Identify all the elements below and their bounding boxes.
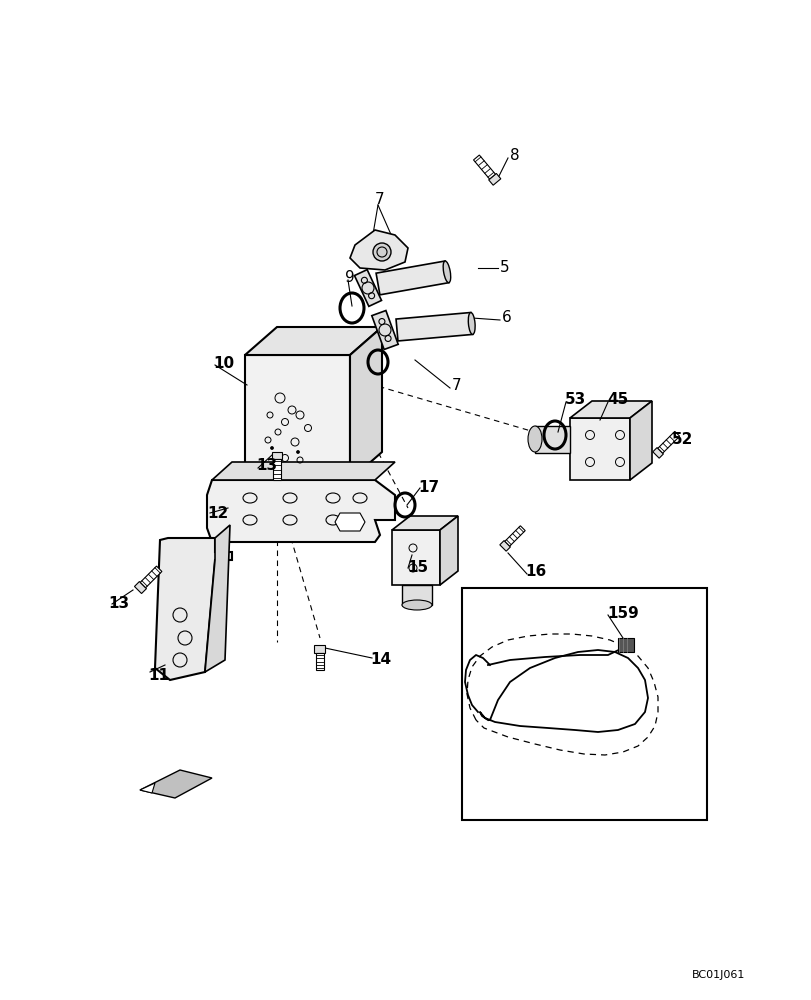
Text: 6: 6	[501, 310, 511, 326]
Text: 8: 8	[509, 148, 519, 163]
Text: 159: 159	[607, 605, 638, 620]
Text: 7: 7	[452, 377, 461, 392]
Polygon shape	[212, 462, 394, 480]
Text: 17: 17	[418, 480, 439, 494]
Text: 53: 53	[564, 392, 586, 408]
Polygon shape	[140, 566, 161, 588]
Polygon shape	[371, 311, 397, 349]
Text: 11: 11	[148, 668, 169, 682]
Polygon shape	[207, 480, 394, 542]
Polygon shape	[401, 585, 431, 605]
Ellipse shape	[270, 446, 273, 450]
Polygon shape	[245, 355, 350, 480]
Text: 15: 15	[406, 560, 427, 574]
Ellipse shape	[401, 600, 431, 610]
Polygon shape	[354, 270, 381, 306]
Text: 13: 13	[108, 595, 129, 610]
Polygon shape	[350, 327, 381, 480]
Text: 52: 52	[672, 432, 693, 448]
Text: 5: 5	[500, 260, 509, 275]
Polygon shape	[534, 426, 569, 453]
Ellipse shape	[527, 426, 541, 452]
Text: 45: 45	[607, 392, 628, 408]
Polygon shape	[652, 448, 663, 458]
Text: 9: 9	[345, 270, 354, 286]
Polygon shape	[473, 155, 495, 179]
Polygon shape	[155, 538, 232, 680]
Polygon shape	[245, 327, 381, 355]
Polygon shape	[350, 230, 407, 270]
Polygon shape	[204, 525, 230, 672]
Polygon shape	[629, 401, 651, 480]
Bar	[617, 638, 633, 652]
Polygon shape	[139, 770, 212, 798]
Text: 16: 16	[525, 564, 546, 580]
Polygon shape	[392, 530, 440, 585]
Ellipse shape	[372, 243, 391, 261]
Bar	[461, 588, 706, 820]
Text: 7: 7	[375, 192, 384, 208]
Text: 10: 10	[212, 356, 234, 370]
Polygon shape	[396, 313, 472, 341]
Polygon shape	[315, 653, 324, 670]
Ellipse shape	[468, 313, 474, 334]
Text: 12: 12	[207, 506, 228, 520]
Polygon shape	[569, 401, 651, 418]
Polygon shape	[500, 541, 510, 551]
Polygon shape	[135, 582, 146, 594]
Text: 14: 14	[370, 652, 391, 668]
Ellipse shape	[296, 450, 299, 454]
Polygon shape	[272, 452, 281, 459]
Polygon shape	[139, 783, 155, 793]
Text: 13: 13	[255, 458, 277, 474]
Polygon shape	[488, 173, 500, 185]
Polygon shape	[657, 431, 679, 453]
Polygon shape	[335, 513, 365, 531]
Polygon shape	[569, 418, 629, 480]
Polygon shape	[272, 459, 281, 480]
Polygon shape	[314, 645, 325, 653]
Polygon shape	[392, 516, 457, 530]
Polygon shape	[440, 516, 457, 585]
Polygon shape	[504, 526, 525, 546]
Polygon shape	[375, 261, 448, 295]
Ellipse shape	[443, 261, 450, 283]
Text: BC01J061: BC01J061	[691, 970, 744, 980]
